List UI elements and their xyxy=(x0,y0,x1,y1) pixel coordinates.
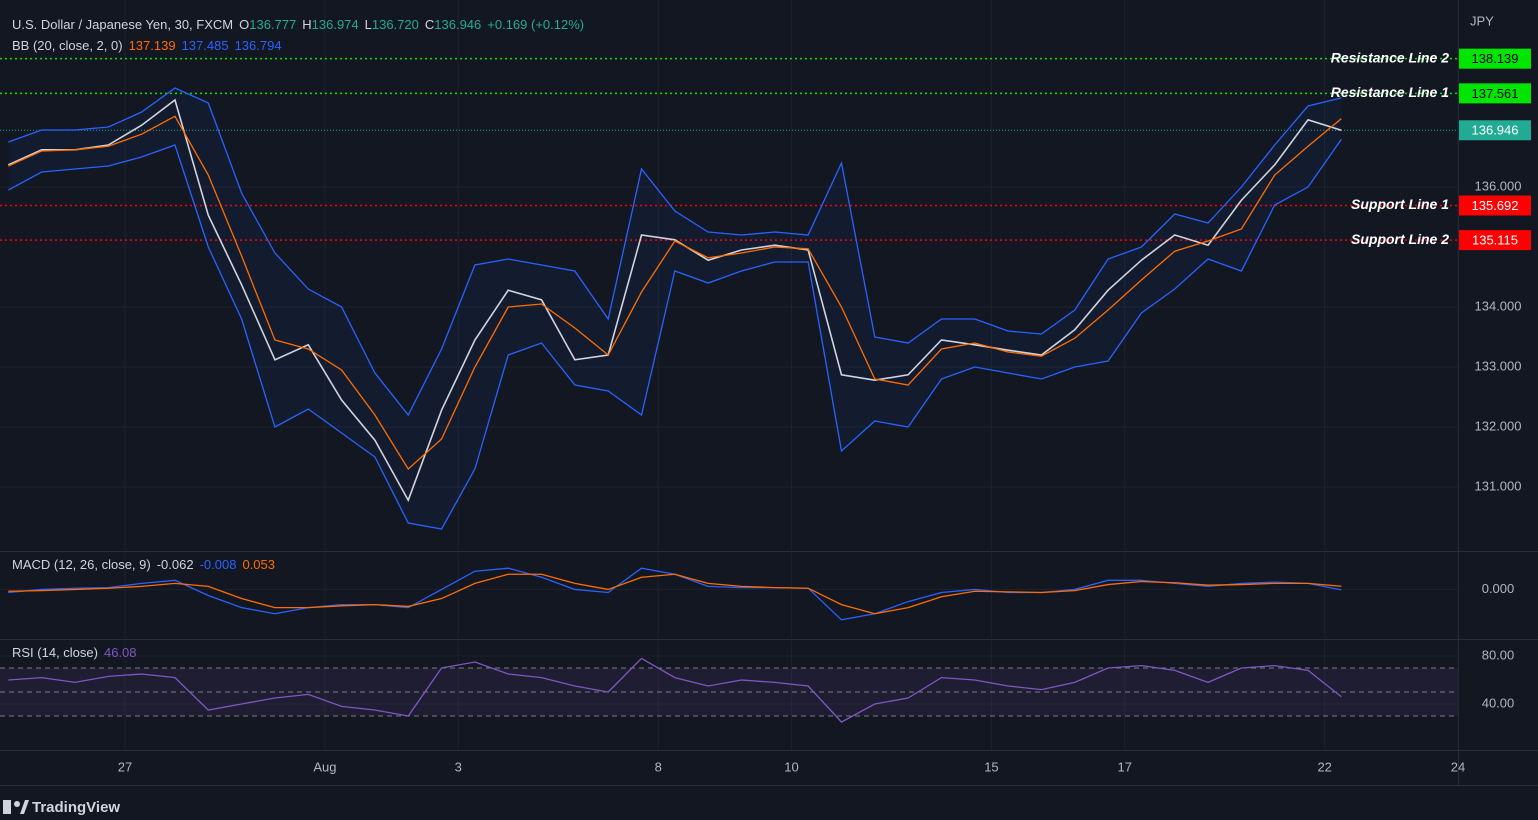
series-line xyxy=(8,115,1342,471)
level-price: 137.561 xyxy=(1472,86,1519,101)
price-change: +0.169 (+0.12%) xyxy=(487,17,584,32)
x-tick-label: 10 xyxy=(784,759,798,774)
indicator-name: BB (20, close, 2, 0) xyxy=(12,38,123,53)
series-line xyxy=(8,87,1342,417)
indicator-value: 137.139 xyxy=(129,38,176,53)
level-name: Support Line 2 xyxy=(1351,231,1449,247)
indicator-name: RSI (14, close) xyxy=(12,645,98,660)
level-name: Support Line 1 xyxy=(1351,196,1449,212)
last-price-box xyxy=(1459,120,1531,141)
axis-unit: JPY xyxy=(1470,13,1494,28)
indicator-value: -0.008 xyxy=(200,557,237,572)
series-line xyxy=(8,657,1342,723)
indicator-value: 136.794 xyxy=(235,38,282,53)
y-tick-label: 136.000 xyxy=(1475,178,1522,193)
ohlc-value: 136.974 xyxy=(312,17,359,32)
x-tick-label: 8 xyxy=(655,759,662,774)
x-tick-label: 27 xyxy=(118,759,132,774)
y-tick-label: 134.000 xyxy=(1475,298,1522,313)
x-tick-label: 24 xyxy=(1451,759,1465,774)
level-price: 138.139 xyxy=(1472,51,1519,66)
level-price: 135.115 xyxy=(1472,233,1518,248)
pane-legend: MACD (12, 26, close, 9) -0.062 -0.008 0.053 xyxy=(12,557,275,572)
y-tick-label: 80.00 xyxy=(1482,647,1515,662)
brand-logo xyxy=(3,800,29,814)
ohlc-value: 136.777 xyxy=(249,17,296,32)
pane xyxy=(0,57,1458,530)
x-tick-label: Aug xyxy=(313,759,336,774)
pane-legend: RSI (14, close) 46.08 xyxy=(12,645,137,660)
price-header: U.S. Dollar / Japanese Yen, 30, FXCM O136… xyxy=(12,17,584,32)
symbol-title: U.S. Dollar / Japanese Yen, 30, FXCM xyxy=(12,17,233,32)
bb-fill xyxy=(8,88,1342,530)
y-tick-label: 40.00 xyxy=(1482,695,1515,710)
x-tick-label: 17 xyxy=(1118,759,1132,774)
level-price-box xyxy=(1459,83,1531,104)
indicator-value: 137.485 xyxy=(182,38,229,53)
indicator-value: -0.062 xyxy=(157,557,194,572)
pane xyxy=(0,567,1458,621)
series-line xyxy=(8,573,1342,615)
pane xyxy=(0,655,1458,723)
y-tick-label: 132.000 xyxy=(1475,418,1522,433)
ohlc-label: L xyxy=(365,17,372,32)
level-price-box xyxy=(1459,230,1531,251)
x-tick-label: 15 xyxy=(984,759,998,774)
level-name: Resistance Line 2 xyxy=(1331,49,1449,65)
y-tick-label: 0.000 xyxy=(1482,581,1515,596)
indicator-value: 46.08 xyxy=(104,645,137,660)
ohlc-value: 136.946 xyxy=(434,17,481,32)
ohlc-label: H xyxy=(302,17,311,32)
ohlc-value: 136.720 xyxy=(372,17,419,32)
level-price-box xyxy=(1459,48,1531,69)
level-price-box xyxy=(1459,195,1531,216)
level-name: Resistance Line 1 xyxy=(1331,84,1449,100)
series-line xyxy=(8,98,1342,503)
bb-legend: BB (20, close, 2, 0) 137.139 137.485 136.79… xyxy=(12,38,282,53)
y-tick-label: 131.000 xyxy=(1475,478,1522,493)
y-tick-label: 133.000 xyxy=(1475,358,1522,373)
brand: TradingView xyxy=(32,799,120,816)
indicator-value: 0.053 xyxy=(242,557,275,572)
x-tick-label: 3 xyxy=(455,759,462,774)
ohlc-label: C xyxy=(425,17,434,32)
ohlc-label: O xyxy=(239,17,249,32)
series-line xyxy=(8,139,1342,530)
level-price: 135.692 xyxy=(1472,198,1519,213)
x-tick-label: 22 xyxy=(1317,759,1331,774)
last-price: 136.946 xyxy=(1472,123,1519,138)
indicator-name: MACD (12, 26, close, 9) xyxy=(12,557,151,572)
